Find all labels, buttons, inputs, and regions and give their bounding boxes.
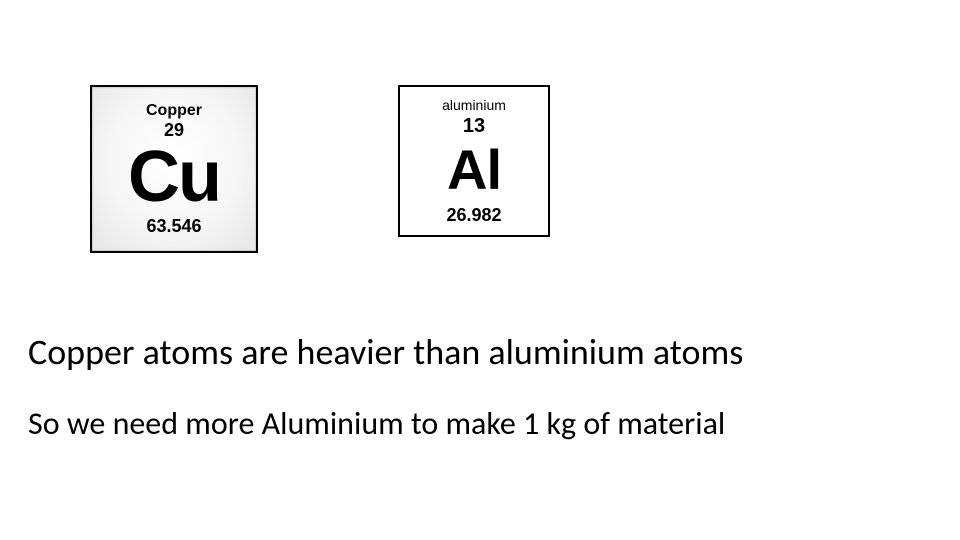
element-name: Copper — [146, 103, 202, 119]
periodic-tile-copper: Copper 29 Cu 63.546 — [90, 85, 258, 253]
atomic-mass: 63.546 — [146, 217, 201, 235]
atomic-number: 13 — [463, 116, 485, 136]
atomic-mass: 26.982 — [446, 206, 501, 224]
subline-text: So we need more Aluminium to make 1 kg o… — [28, 404, 725, 443]
element-tiles-row: Copper 29 Cu 63.546 aluminium 13 Al 26.9… — [90, 85, 550, 253]
element-name: aluminium — [442, 98, 506, 112]
element-symbol: Cu — [128, 141, 220, 213]
headline-text: Copper atoms are heavier than aluminium … — [28, 330, 743, 374]
element-symbol: Al — [447, 142, 501, 198]
periodic-tile-aluminium: aluminium 13 Al 26.982 — [398, 85, 550, 237]
